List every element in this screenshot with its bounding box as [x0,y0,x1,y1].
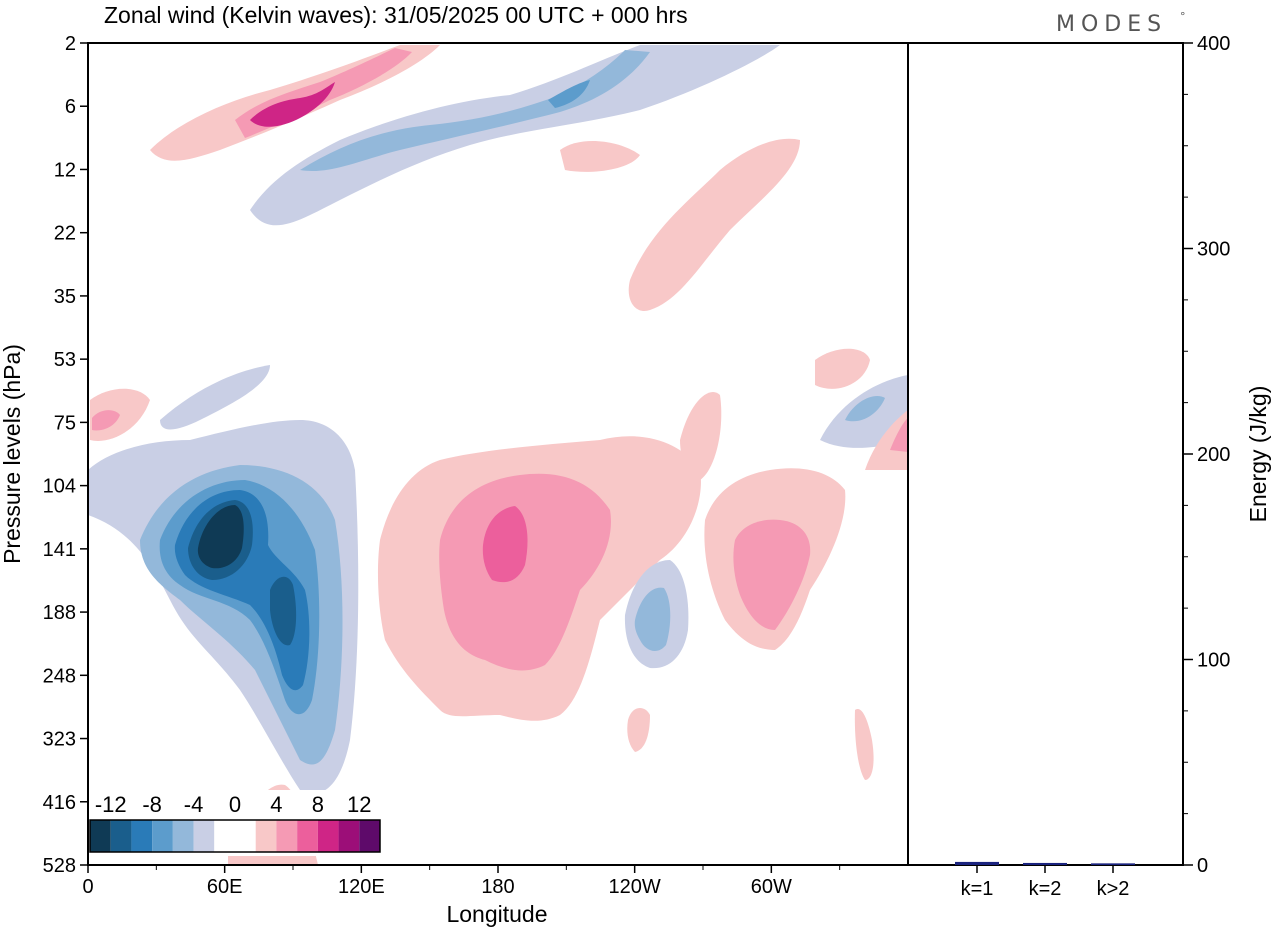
y-tick-label: 75 [54,412,76,434]
contour-pos-right-75-core [890,418,908,452]
energy-bar [1091,863,1135,865]
contour-neg-strat [250,45,780,226]
energy-category-label: k>2 [1097,878,1130,900]
colorbar-swatch [235,820,256,852]
pressure-axis: 2 6 12 22 35 53 75 104 141 188 248 323 416 528 [43,33,88,877]
colorbar-swatch [214,820,235,852]
longitude-axis: 0 60E 120E 180 120W 60W [82,865,841,898]
colorbar-swatch [172,820,194,852]
energy-tick-label: 200 [1197,444,1230,466]
svg-text:°: ° [1180,10,1186,23]
colorbar-tick-label: -4 [184,792,204,817]
contour-pos-low [627,708,650,752]
contour-neg-strat-peak [548,80,590,108]
energy-frame [907,42,1184,866]
contour-neg-trop-sub [270,576,297,646]
contour-neg-strat-core [300,50,650,171]
energy-category-label: k=1 [961,878,994,900]
colorbar-swatch [359,820,380,852]
contour-pos-left-75-core [92,410,120,431]
colorbar-tick-label: 8 [312,792,324,817]
colorbar-swatch [193,820,215,852]
contour-pos-right-75 [865,410,908,470]
y-tick-label: 2 [65,33,76,55]
energy-tick-label: 0 [1197,855,1208,877]
chart-title: Zonal wind (Kelvin waves): 31/05/2025 00… [104,2,688,28]
contour-neg-right-104-core [845,396,885,422]
contour-pos-right-53 [815,348,870,389]
energy-categories: k=1 k=2 k>2 [961,865,1130,900]
energy-panel: 0 100 200 300 400 k=1 k=2 k>2 Energy (J/kg) [907,33,1271,900]
energy-bar [955,861,999,865]
energy-tick-label: 300 [1197,239,1230,261]
contour-plot: 2 6 12 22 35 53 75 104 141 188 248 323 416 528 0 60E 12… [0,33,909,927]
contour-pos-low-right [854,709,874,780]
energy-category-label: k=2 [1029,878,1062,900]
y-tick-label: 12 [54,159,76,181]
y-tick-label: 323 [43,729,76,751]
modes-logo: MODES ° [1056,10,1186,37]
contour-neg-mid-left [160,365,270,430]
x-tick-label: 60W [751,876,792,898]
y-tick-label: 416 [43,792,76,814]
colorbar-swatch [317,820,339,852]
contour-pos-trop-core [482,506,528,583]
x-tick-label: 60E [207,876,243,898]
y-tick-label: 248 [43,665,76,687]
contour-pos-trop-2 [439,473,611,671]
colorbar-swatch [255,820,277,852]
contour-pos-upper-right [628,138,800,311]
y-tick-label: 104 [43,476,76,498]
y-tick-label: 35 [54,286,76,308]
colorbar-swatch [297,820,318,852]
colorbar-labels: -12 -8 -4 0 4 8 12 [95,792,372,817]
colorbar-swatch [276,820,298,852]
x-tick-label: 0 [82,876,93,898]
x-axis-label: Longitude [446,901,547,927]
energy-tick-label: 100 [1197,650,1230,672]
energy-axis-label: Energy (J/kg) [1245,386,1271,523]
svg-text:MODES: MODES [1056,12,1167,37]
colorbar-frame [89,819,381,853]
y-tick-label: 53 [54,349,76,371]
contour-pos-mid-75 [680,392,722,480]
contour-neg-trop-mid-core [634,587,671,652]
x-tick-label: 180 [481,876,514,898]
energy-axis: 0 100 200 300 400 [1183,33,1230,877]
colorbar-tick-label: 0 [229,792,241,817]
colorbar-swatch [338,820,360,852]
colorbar-tick-label: 4 [270,792,282,817]
contour-pos-trop-right-core [733,519,811,630]
y-tick-label: 141 [43,539,76,561]
contour-pos-strat-peak [250,82,335,127]
contour-neg-trop-peak [197,505,244,569]
energy-tick-label: 400 [1197,33,1230,55]
colorbar-swatch [110,820,132,852]
colorbar-tick-label: -12 [95,792,127,817]
colorbar-tick-label: -8 [142,792,162,817]
colorbar-swatch [131,820,153,852]
energy-bar [1023,862,1067,865]
colorbar-swatch [152,820,173,852]
contour-pos-upper-right-2 [560,140,640,172]
colorbar-swatches [89,819,381,853]
y-tick-label: 528 [43,855,76,877]
x-tick-label: 120E [338,876,385,898]
y-axis-label: Pressure levels (hPa) [0,344,25,564]
colorbar-swatch [90,820,111,852]
colorbar-tick-label: 12 [347,792,371,817]
y-tick-label: 6 [65,96,76,118]
contour-fields [88,45,908,865]
y-tick-label: 22 [54,223,76,245]
y-tick-label: 188 [43,602,76,624]
colorbar-legend: -12 -8 -4 0 4 8 12 [89,790,389,856]
energy-bars [955,861,1135,865]
x-tick-label: 120W [609,876,661,898]
